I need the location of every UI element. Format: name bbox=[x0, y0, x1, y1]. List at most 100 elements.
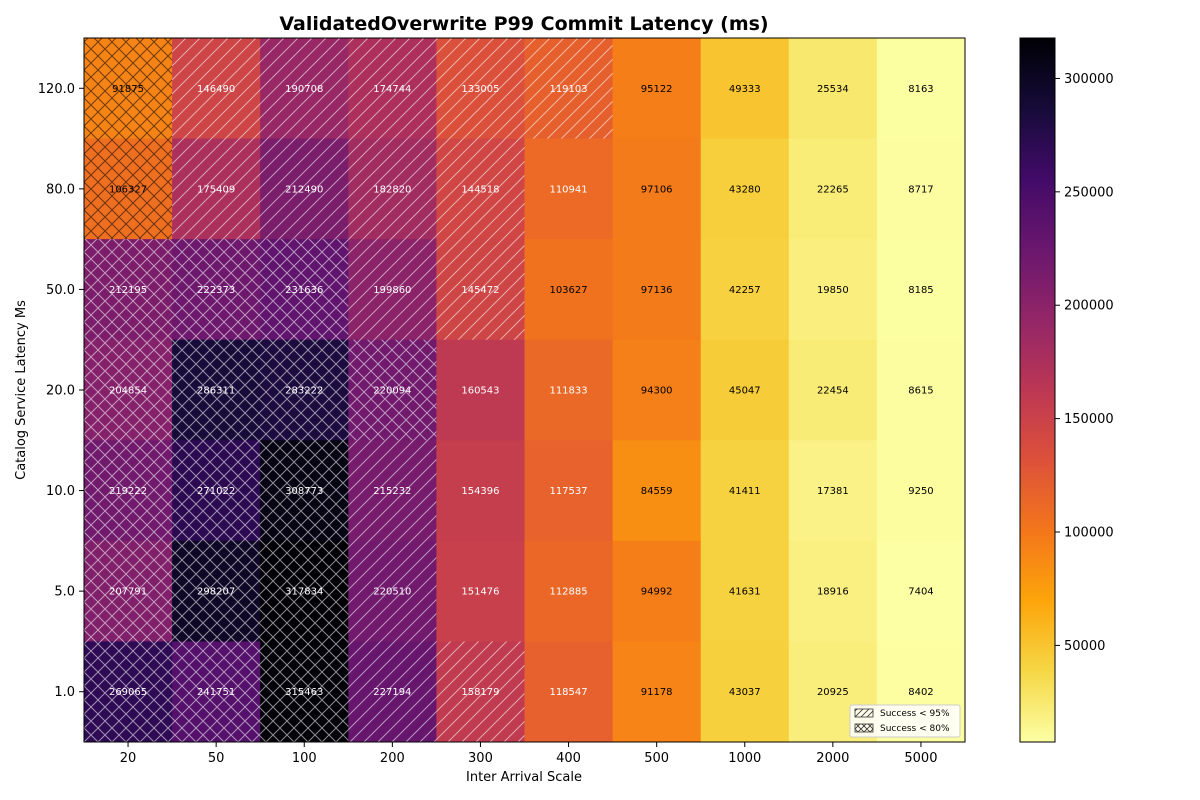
hatch-success-below-80 bbox=[348, 339, 437, 441]
cell-value-label: 212195 bbox=[109, 285, 147, 296]
heatmap-cell bbox=[612, 138, 702, 240]
cell-value-label: 220510 bbox=[373, 587, 411, 598]
cell-value-label: 220094 bbox=[373, 386, 411, 397]
heatmap-cell bbox=[700, 440, 790, 542]
y-tick-label: 1.0 bbox=[54, 685, 75, 700]
x-tick-label: 1000 bbox=[728, 751, 761, 766]
y-tick-label: 50.0 bbox=[46, 283, 75, 298]
hatch-success-below-95 bbox=[348, 138, 437, 240]
hatch-success-below-80 bbox=[172, 440, 261, 541]
colorbar-tick-label: 150000 bbox=[1064, 412, 1114, 427]
hatch-success-below-95 bbox=[172, 138, 261, 240]
hatch-success-below-95 bbox=[348, 440, 437, 541]
cell-value-label: 215232 bbox=[373, 486, 411, 497]
hatch-success-below-95 bbox=[260, 138, 349, 240]
heatmap-cell bbox=[524, 339, 614, 441]
cell-value-label: 118547 bbox=[549, 687, 587, 698]
colorbar-tick-label: 250000 bbox=[1064, 185, 1114, 200]
cell-value-label: 222373 bbox=[197, 285, 235, 296]
hatch-success-below-95 bbox=[348, 38, 437, 139]
cell-value-label: 271022 bbox=[197, 486, 235, 497]
heatmap-cell bbox=[700, 239, 790, 341]
cell-value-label: 22265 bbox=[817, 184, 849, 195]
heatmap-cell bbox=[876, 440, 966, 542]
cell-value-label: 158179 bbox=[461, 687, 499, 698]
cell-value-label: 8717 bbox=[908, 184, 933, 195]
legend-swatch-success-95 bbox=[854, 708, 874, 718]
heatmap-cell bbox=[788, 440, 878, 542]
heatmap-cell bbox=[612, 540, 702, 642]
x-tick-label: 2000 bbox=[816, 751, 849, 766]
cell-value-label: 97106 bbox=[641, 184, 673, 195]
hatch-success-below-95 bbox=[524, 38, 613, 139]
heatmap-cell bbox=[700, 540, 790, 642]
cell-value-label: 49333 bbox=[729, 84, 761, 95]
cell-value-label: 91875 bbox=[112, 84, 144, 95]
cell-value-label: 117537 bbox=[549, 486, 587, 497]
cell-value-label: 42257 bbox=[729, 285, 761, 296]
cell-value-label: 8163 bbox=[908, 84, 933, 95]
cell-value-label: 227194 bbox=[373, 687, 411, 698]
hatch-success-below-80 bbox=[172, 239, 261, 340]
x-tick-label: 50 bbox=[208, 751, 225, 766]
cell-value-label: 110941 bbox=[549, 184, 587, 195]
cell-value-label: 154396 bbox=[461, 486, 499, 497]
hatch-success-below-80 bbox=[260, 239, 349, 340]
heatmap-cell bbox=[876, 38, 966, 140]
cell-value-label: 84559 bbox=[641, 486, 673, 497]
cell-value-label: 19850 bbox=[817, 285, 849, 296]
y-axis-ticks: 120.0 80.0 50.0 20.0 10.0 5.0 1.0 bbox=[38, 82, 84, 700]
cell-value-label: 8402 bbox=[908, 687, 933, 698]
hatch-success-below-80 bbox=[172, 540, 261, 642]
x-tick-label: 200 bbox=[380, 751, 405, 766]
x-tick-label: 400 bbox=[556, 751, 581, 766]
hatch-success-below-95 bbox=[260, 38, 349, 139]
heatmap-cell bbox=[612, 38, 702, 140]
cell-value-label: 241751 bbox=[197, 687, 235, 698]
cell-value-label: 308773 bbox=[285, 486, 323, 497]
cell-value-label: 94300 bbox=[641, 386, 673, 397]
cell-value-label: 111833 bbox=[549, 386, 587, 397]
hatch-success-below-95 bbox=[348, 641, 437, 742]
heatmap-cell bbox=[612, 239, 702, 341]
cell-value-label: 106327 bbox=[109, 184, 147, 195]
hatch-success-below-80 bbox=[84, 38, 173, 139]
heatmap-cell bbox=[700, 641, 790, 743]
heatmap-cell bbox=[436, 440, 525, 542]
heatmap-cell bbox=[612, 641, 702, 743]
heatmap-cell bbox=[788, 138, 878, 240]
cell-value-label: 231636 bbox=[285, 285, 323, 296]
cell-value-label: 103627 bbox=[549, 285, 587, 296]
colorbar-tick-label: 200000 bbox=[1064, 299, 1114, 314]
heatmap-cell bbox=[524, 540, 614, 642]
heatmap-cell bbox=[876, 138, 966, 240]
hatch-success-below-80 bbox=[260, 641, 349, 742]
cell-value-label: 41631 bbox=[729, 587, 761, 598]
hatch-success-below-80 bbox=[84, 239, 173, 340]
cell-value-label: 190708 bbox=[285, 84, 323, 95]
cell-value-label: 160543 bbox=[461, 386, 499, 397]
cell-value-label: 212490 bbox=[285, 184, 323, 195]
colorbar bbox=[1020, 38, 1055, 742]
heatmap-cell bbox=[524, 239, 614, 341]
colorbar-frame bbox=[1019, 37, 1056, 743]
heatmap-cell bbox=[876, 540, 966, 642]
colorbar-tick-label: 50000 bbox=[1064, 639, 1105, 654]
cell-value-label: 41411 bbox=[729, 486, 761, 497]
y-tick-label: 120.0 bbox=[38, 82, 75, 97]
legend-label-success-80: Success < 80% bbox=[880, 724, 950, 734]
y-tick-label: 80.0 bbox=[46, 182, 75, 197]
cell-value-label: 7404 bbox=[908, 587, 933, 598]
heatmap-hatches bbox=[84, 38, 613, 742]
colorbar-tick-label: 300000 bbox=[1064, 72, 1114, 87]
legend-box bbox=[849, 704, 961, 738]
heatmap-cell bbox=[700, 339, 790, 441]
heatmap-cell bbox=[700, 38, 790, 140]
hatch-success-below-95 bbox=[436, 239, 525, 340]
heatmap-cell bbox=[436, 339, 525, 441]
cell-value-label: 144518 bbox=[461, 184, 499, 195]
hatch-success-below-80 bbox=[172, 339, 261, 441]
cell-value-label: 9250 bbox=[908, 486, 933, 497]
cell-value-label: 298207 bbox=[197, 587, 235, 598]
